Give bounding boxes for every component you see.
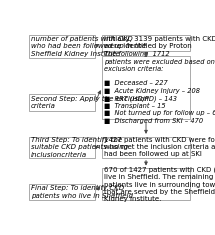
Bar: [29, 184, 95, 200]
Text: Initially, 3139 patients with CKD
were identified by Proton: Initially, 3139 patients with CKD were i…: [104, 36, 215, 49]
Text: Final Step: To identify CKD
patients who live in Sheffield: Final Step: To identify CKD patients who…: [31, 185, 132, 199]
Bar: [102, 56, 190, 119]
Text: number of patients with CKD
who had been followed up in the
Sheffield Kidney Ins: number of patients with CKD who had been…: [31, 36, 146, 57]
Bar: [29, 137, 95, 158]
Text: 670 of 1427 patients with CKD (47%)
live in Sheffield. The remaining
patients li: 670 of 1427 patients with CKD (47%) live…: [104, 167, 215, 202]
Text: Third Step: To identify the
suitable CKD patients using
inclusioncriteria: Third Step: To identify the suitable CKD…: [31, 137, 128, 157]
Text: Second Step: Apply the exclusion
criteria: Second Step: Apply the exclusion criteri…: [31, 96, 148, 109]
Bar: [102, 35, 190, 51]
Text: 1427 patients with CKD were found
who met the inclusion criteria and
had been fo: 1427 patients with CKD were found who me…: [104, 137, 215, 157]
Text: The following  1712
patients were excluded based on
exclusion criteria:

■  Dece: The following 1712 patients were exclude…: [104, 51, 215, 124]
Bar: [102, 168, 190, 200]
Bar: [29, 94, 95, 110]
Bar: [29, 35, 95, 58]
Bar: [102, 137, 190, 158]
